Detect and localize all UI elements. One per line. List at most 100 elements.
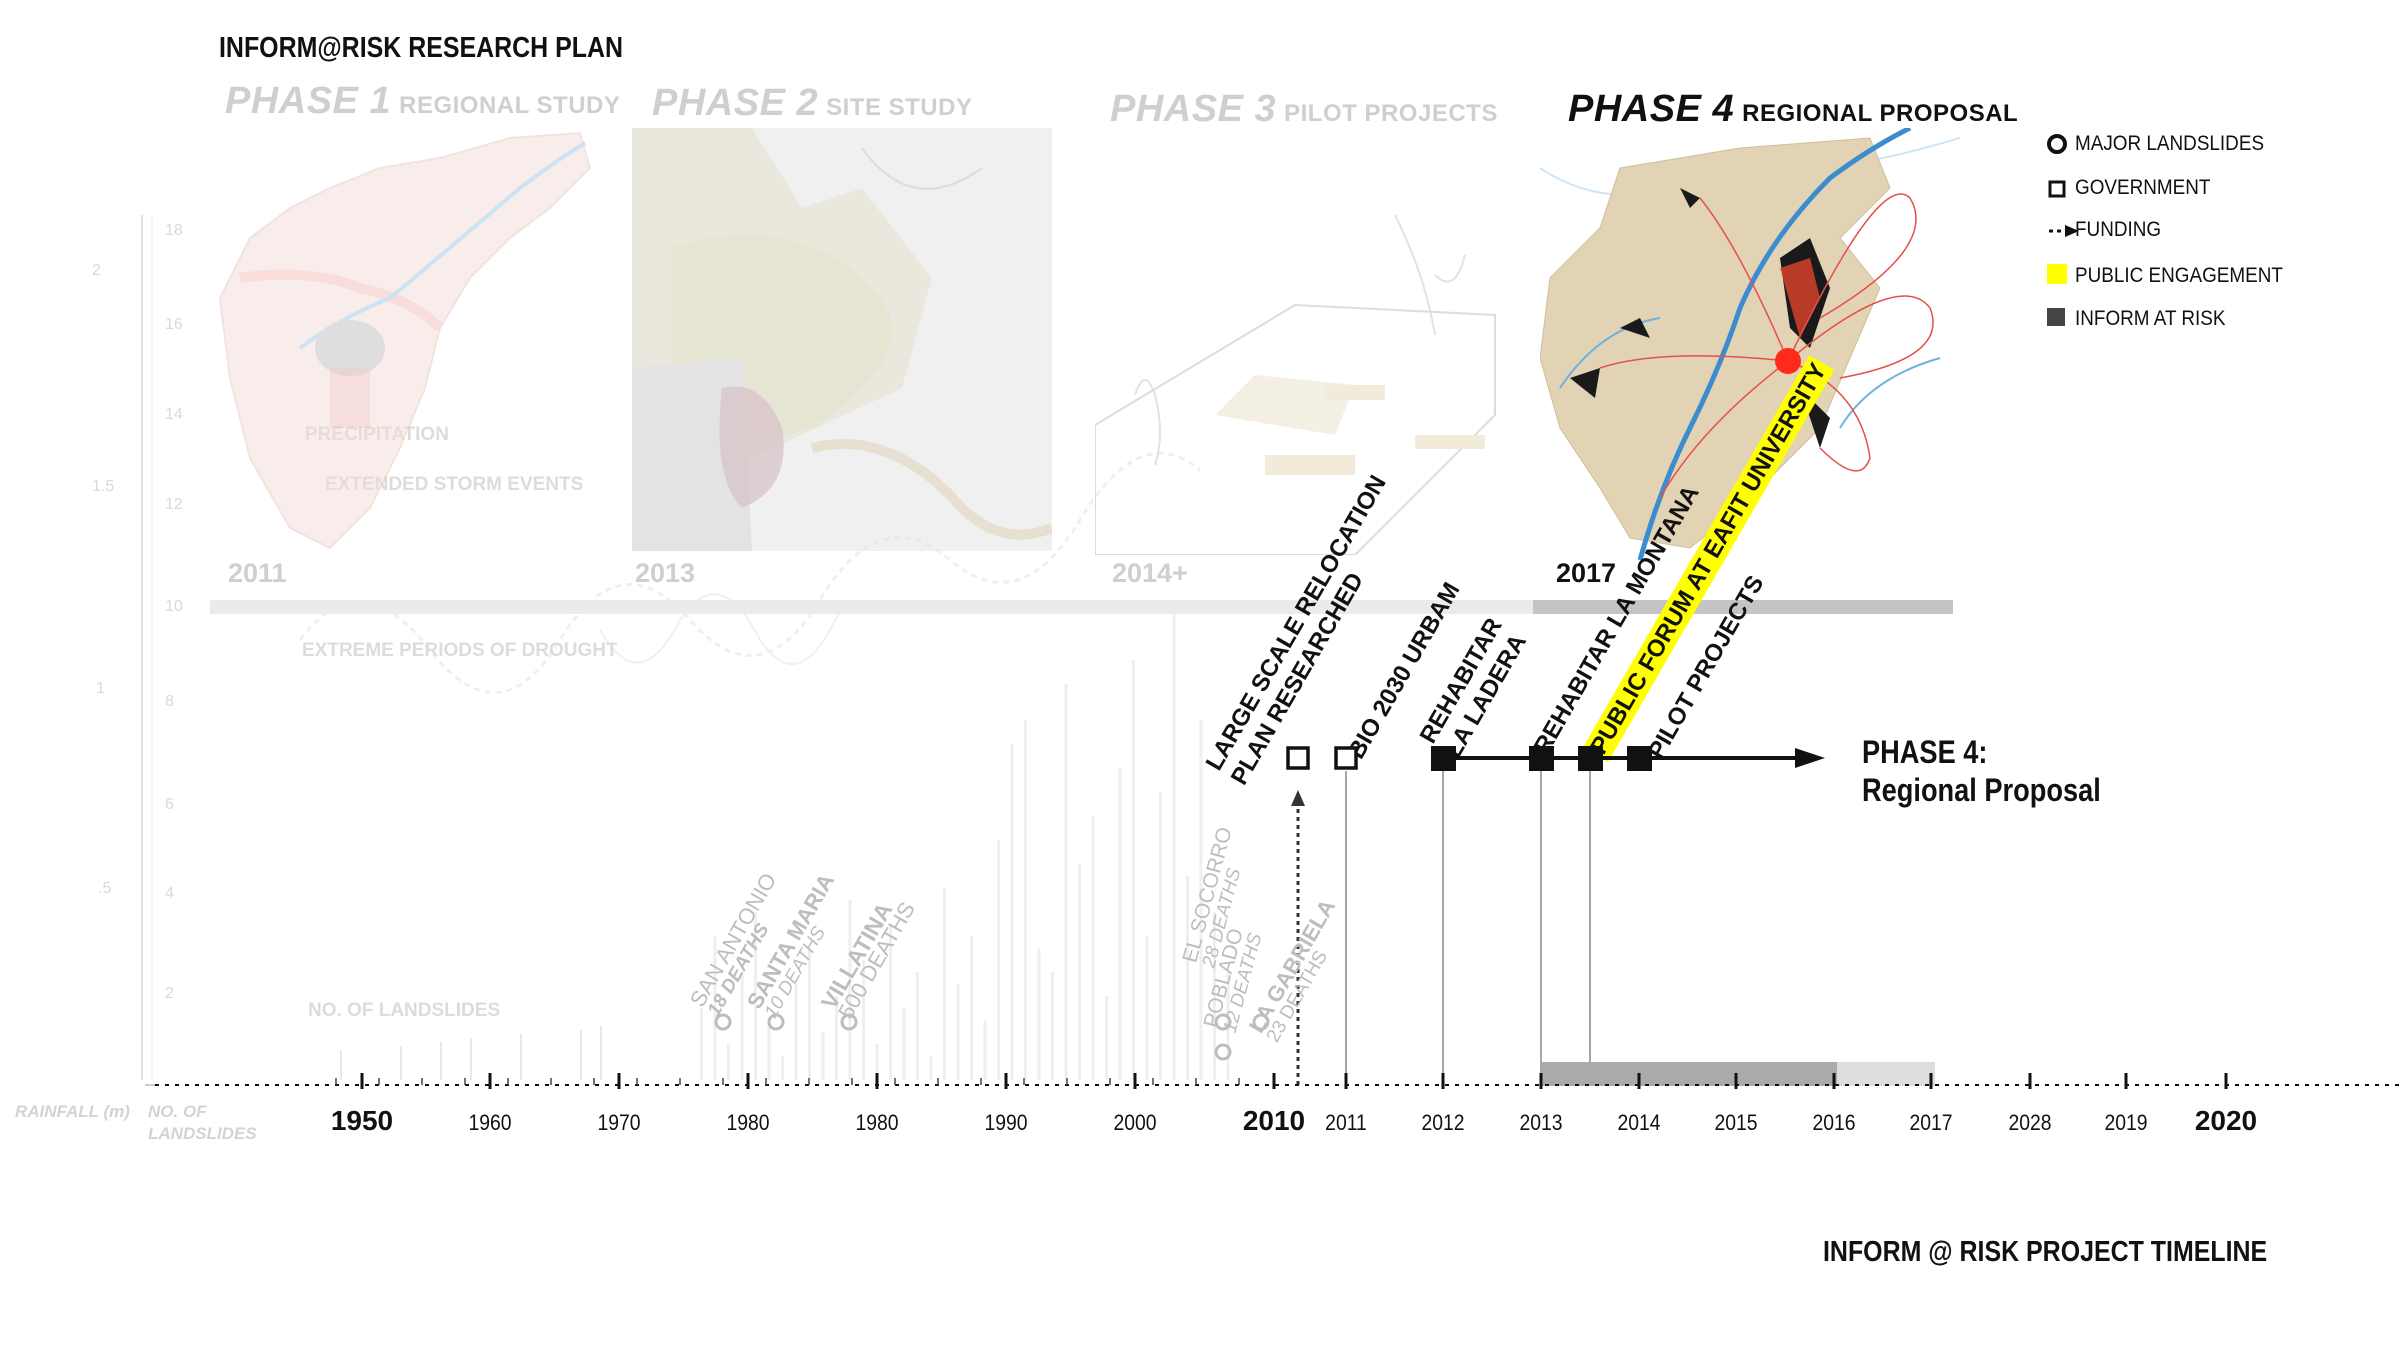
axis-rainfall-label: RAINFALL (m) <box>15 1102 130 1121</box>
poblado-circle <box>1214 1043 1232 1061</box>
right-scale-value-1: 16 <box>165 316 183 333</box>
axis-ticks <box>335 1073 2228 1089</box>
phase-4-callout-subtitle: Regional Proposal <box>1862 772 2101 808</box>
right-scale-value-8: 2 <box>165 985 174 1002</box>
project-span-light-bar <box>1837 1062 1935 1086</box>
axis-label-project-2: 2013 <box>1519 1110 1563 1135</box>
axis-label-project-8: 2019 <box>2104 1110 2148 1135</box>
background-bar <box>1213 912 1216 1080</box>
el-socorro-circle <box>1214 1013 1232 1031</box>
background-bar <box>1105 996 1108 1080</box>
background-bar <box>440 1042 442 1080</box>
phase-2-subtitle: SITE STUDY <box>826 94 973 121</box>
axis-label-project-7: 2028 <box>2008 1110 2052 1135</box>
background-bar <box>997 840 1000 1080</box>
phase-2-header: PHASE 2 SITE STUDY <box>652 82 972 125</box>
phase-4-callout-title: PHASE 4: <box>1862 734 1988 770</box>
axis-label-project-9: 2020 <box>2194 1105 2258 1136</box>
axis-landslides-label-2: LANDSLIDES <box>148 1124 257 1143</box>
phase-1-year: 2011 <box>228 558 287 588</box>
background-bar <box>1199 720 1203 1080</box>
background-bar <box>340 1050 342 1080</box>
background-bar <box>862 960 865 1080</box>
axis-label-past-2: 1970 <box>597 1110 641 1135</box>
background-bar <box>1078 864 1081 1080</box>
background-bar <box>821 1032 825 1080</box>
rehabitar-ladera-marker <box>1431 746 1456 771</box>
background-bar <box>781 1056 784 1080</box>
legend-government: GOVERNMENT <box>2075 176 2211 199</box>
phase-4-name: PHASE 4 <box>1568 88 1735 130</box>
rehabitar-montana-marker <box>1529 746 1554 771</box>
left-scale-1: 1 <box>96 680 105 697</box>
background-bar <box>754 912 757 1080</box>
la-gabriela-circle <box>1252 1013 1270 1031</box>
funding-arrow-head <box>1291 790 1305 806</box>
legend-public-engagement: PUBLIC ENGAGEMENT <box>2075 264 2283 287</box>
background-bar <box>700 1008 703 1080</box>
background-bar <box>1010 744 1014 1080</box>
background-bar <box>1132 660 1135 1080</box>
phase-4-year: 2017 <box>1556 558 1617 588</box>
dark-square-icon <box>2047 308 2065 326</box>
axis-label-project-4: 2015 <box>1714 1110 1758 1135</box>
phase-4-arrow-head <box>1795 748 1825 768</box>
phase-4-regional-map <box>1540 128 1960 560</box>
left-scale-1-5: 1.5 <box>92 478 115 495</box>
background-bar <box>808 948 811 1080</box>
axis-label-project-3: 2014 <box>1617 1110 1661 1135</box>
axis-label-project-5: 2016 <box>1812 1110 1856 1135</box>
background-bar <box>520 1034 522 1080</box>
background-bar <box>1118 768 1122 1080</box>
phase-4-header: PHASE 4 REGIONAL PROPOSAL <box>1568 88 2018 131</box>
circle-outline-icon <box>2047 134 2067 154</box>
background-bar <box>1186 876 1189 1080</box>
storm-events-label: EXTENDED STORM EVENTS <box>325 474 584 495</box>
background-bar <box>1145 936 1149 1080</box>
right-scale-value-3: 12 <box>165 496 183 513</box>
drought-curve <box>599 593 841 665</box>
axis-label-past-3: 1980 <box>726 1110 770 1135</box>
axis-label-project-0: 2011 <box>1325 1110 1367 1135</box>
right-scale-value-2: 14 <box>165 406 183 423</box>
axis-label-past-6: 2000 <box>1113 1110 1157 1135</box>
background-bar <box>1091 816 1095 1080</box>
background-bar <box>943 888 946 1080</box>
legend: MAJOR LANDSLIDES GOVERNMENT FUNDING PUBL… <box>2047 130 2377 340</box>
background-bar <box>875 1044 879 1080</box>
phase-3-pilot-drawing <box>1095 214 1496 555</box>
phase-3-year: 2014+ <box>1112 558 1188 588</box>
background-bar <box>1172 600 1176 1080</box>
background-bar <box>600 1026 602 1080</box>
background-bar <box>848 900 852 1080</box>
background-bar <box>470 1038 472 1080</box>
background-bar <box>400 1046 402 1080</box>
phase-4-bar <box>1533 600 1953 614</box>
right-scale-value-7: 4 <box>165 885 174 902</box>
phase-3-name: PHASE 3 <box>1110 88 1277 130</box>
left-scale-0-5: .5 <box>98 880 112 897</box>
axis-label-project-6: 2017 <box>1909 1110 1953 1135</box>
phase-1-regional-map <box>218 131 592 550</box>
villatina-circle <box>840 1013 858 1031</box>
phase-2-name: PHASE 2 <box>652 82 819 124</box>
phase-2-year: 2013 <box>635 558 696 588</box>
footer-title: INFORM @ RISK PROJECT TIMELINE <box>1823 1236 2268 1268</box>
background-bar <box>767 1020 771 1080</box>
legend-icons <box>2047 134 2079 326</box>
axis-label-past-7: 2010 <box>1242 1105 1306 1136</box>
phase-1-name: PHASE 1 <box>225 80 392 122</box>
background-bar <box>970 936 973 1080</box>
drought-label: EXTREME PERIODS OF DROUGHT <box>302 640 618 661</box>
background-bar <box>1064 684 1068 1080</box>
background-bar <box>727 1044 730 1080</box>
phase-3-header: PHASE 3 PILOT PROJECTS <box>1110 88 1498 131</box>
left-scale-2: 2 <box>92 262 101 279</box>
phase-3-subtitle: PILOT PROJECTS <box>1284 100 1498 127</box>
background-bar <box>794 984 798 1080</box>
background-bar <box>1159 792 1162 1080</box>
